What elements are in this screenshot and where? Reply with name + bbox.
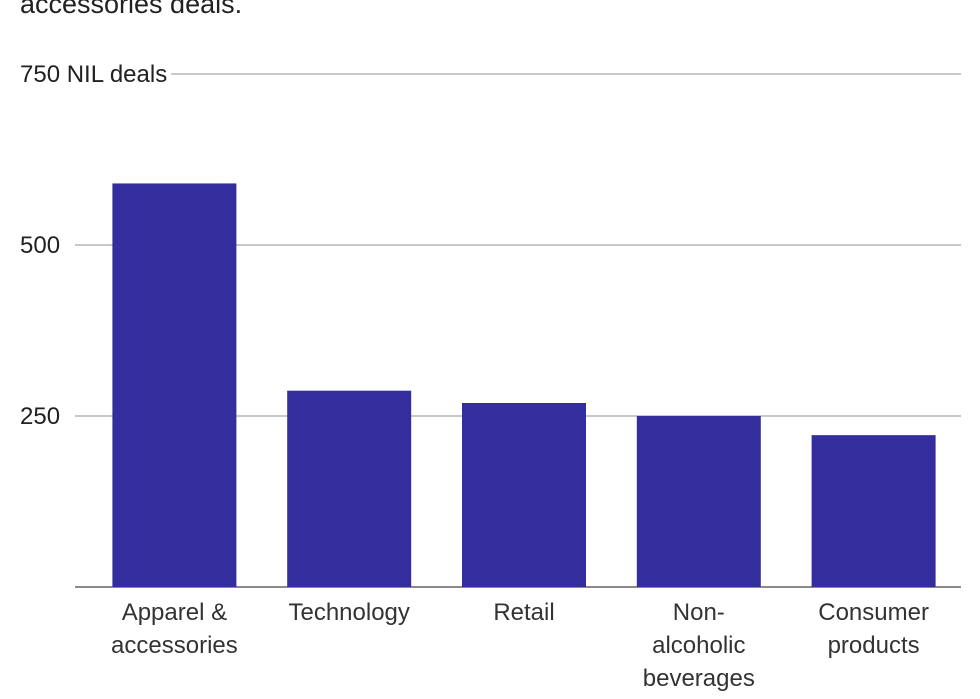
bar-2 (462, 403, 586, 587)
y-tick-label-0: 250 (20, 403, 60, 430)
category-label-1: Technology (288, 599, 409, 626)
y-tick-label-2: 750 NIL deals (20, 61, 167, 88)
bar-4 (811, 435, 936, 587)
category-labels: Apparel & accessories Technology Retail Non-… (111, 599, 929, 692)
category-label-4: Consumer products (818, 599, 929, 659)
chart-caption: accessories deals. (20, 0, 243, 19)
bars (112, 183, 936, 587)
bar-0 (112, 183, 237, 587)
category-label-2: Retail (493, 599, 554, 626)
category-label-3: Non-alcoholic beverages (643, 599, 755, 692)
bar-1 (287, 390, 412, 587)
category-label-0: Apparel & accessories (111, 599, 238, 659)
bar-3 (636, 416, 761, 587)
y-tick-label-1: 500 (20, 232, 60, 259)
